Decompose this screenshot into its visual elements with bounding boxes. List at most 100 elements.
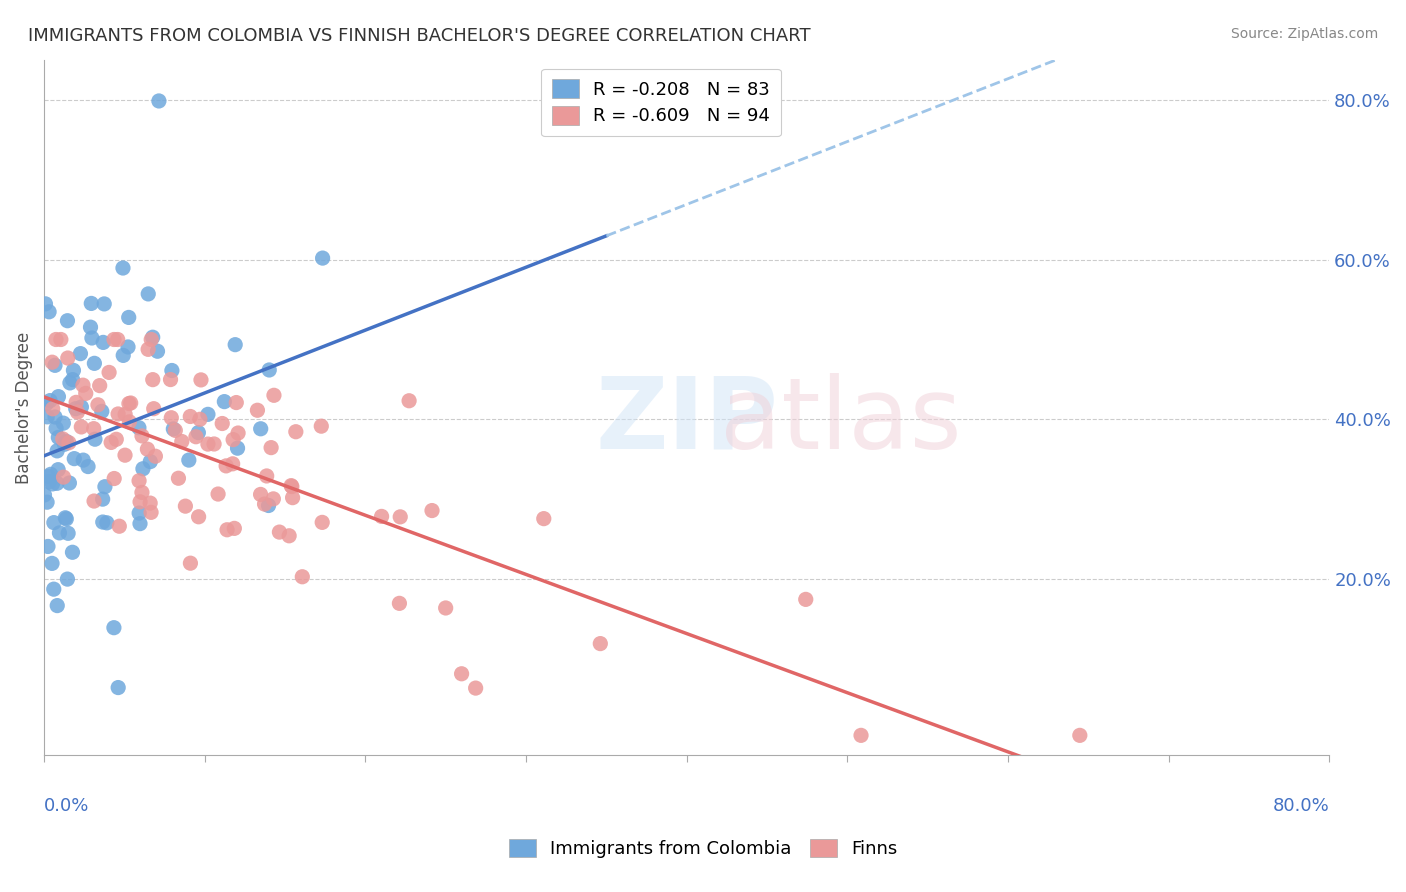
- Point: [62, 363, 84, 377]
- Point: [48, 525, 70, 540]
- Point: [84, 432, 107, 446]
- Point: [72, 453, 94, 467]
- Point: [159, 373, 181, 387]
- Point: [179, 409, 201, 424]
- Text: atlas: atlas: [720, 373, 962, 470]
- Point: [145, 449, 167, 463]
- Point: [249, 422, 271, 436]
- Point: [91, 335, 114, 350]
- Point: [98, 366, 121, 380]
- Point: [46, 430, 69, 444]
- Point: [34, 488, 56, 502]
- Point: [62, 373, 84, 387]
- Text: Source: ZipAtlas.com: Source: ZipAtlas.com: [1230, 27, 1378, 41]
- Point: [55, 512, 77, 526]
- Point: [249, 487, 271, 501]
- Point: [39, 467, 62, 482]
- Point: [35, 397, 58, 411]
- Point: [589, 637, 612, 651]
- Point: [187, 425, 209, 440]
- Point: [34, 297, 56, 311]
- Point: [111, 260, 134, 275]
- Point: [90, 404, 112, 418]
- Point: [129, 495, 152, 509]
- Point: [42, 516, 65, 530]
- Point: [35, 495, 58, 509]
- Point: [118, 310, 141, 325]
- Point: [53, 437, 76, 451]
- Point: [107, 681, 129, 695]
- Point: [70, 420, 93, 434]
- Point: [197, 437, 219, 451]
- Point: [48, 390, 70, 404]
- Point: [65, 401, 87, 416]
- Point: [1069, 728, 1091, 742]
- Point: [80, 331, 103, 345]
- Y-axis label: Bachelor's Degree: Bachelor's Degree: [15, 331, 32, 483]
- Point: [55, 434, 77, 449]
- Point: [103, 471, 125, 485]
- Point: [136, 343, 159, 357]
- Legend: R = -0.208   N = 83, R = -0.609   N = 94: R = -0.208 N = 83, R = -0.609 N = 94: [541, 69, 780, 136]
- Point: [52, 416, 75, 430]
- Point: [91, 492, 114, 507]
- Point: [56, 526, 79, 541]
- Point: [464, 681, 486, 695]
- Point: [142, 330, 165, 344]
- Point: [269, 525, 291, 540]
- Text: 80.0%: 80.0%: [1272, 797, 1329, 815]
- Text: 0.0%: 0.0%: [44, 797, 90, 815]
- Point: [56, 314, 79, 328]
- Point: [224, 337, 246, 351]
- Point: [278, 529, 301, 543]
- Point: [370, 509, 392, 524]
- Point: [100, 435, 122, 450]
- Point: [311, 516, 333, 530]
- Point: [38, 475, 60, 489]
- Point: [91, 515, 114, 529]
- Point: [184, 430, 207, 444]
- Point: [226, 441, 249, 455]
- Point: [58, 435, 80, 450]
- Point: [128, 474, 150, 488]
- Point: [260, 441, 283, 455]
- Point: [139, 455, 162, 469]
- Point: [107, 407, 129, 421]
- Point: [103, 621, 125, 635]
- Point: [533, 511, 555, 525]
- Point: [59, 376, 82, 390]
- Point: [794, 592, 817, 607]
- Point: [311, 251, 333, 265]
- Point: [165, 424, 187, 438]
- Point: [253, 497, 276, 511]
- Point: [108, 519, 131, 533]
- Point: [162, 422, 184, 436]
- Point: [56, 572, 79, 586]
- Point: [128, 506, 150, 520]
- Point: [107, 333, 129, 347]
- Point: [257, 363, 280, 377]
- Point: [120, 396, 142, 410]
- Point: [179, 556, 201, 570]
- Point: [222, 433, 245, 447]
- Point: [170, 434, 193, 449]
- Point: [112, 348, 135, 362]
- Point: [226, 425, 249, 440]
- Point: [132, 462, 155, 476]
- Point: [257, 499, 280, 513]
- Point: [37, 469, 59, 483]
- Point: [215, 458, 238, 473]
- Point: [118, 415, 141, 429]
- Point: [190, 373, 212, 387]
- Point: [46, 443, 69, 458]
- Point: [177, 453, 200, 467]
- Point: [42, 582, 65, 597]
- Point: [291, 570, 314, 584]
- Point: [187, 509, 209, 524]
- Point: [65, 395, 87, 409]
- Point: [118, 396, 141, 410]
- Point: [83, 422, 105, 436]
- Point: [70, 400, 93, 414]
- Point: [311, 419, 333, 434]
- Point: [63, 451, 86, 466]
